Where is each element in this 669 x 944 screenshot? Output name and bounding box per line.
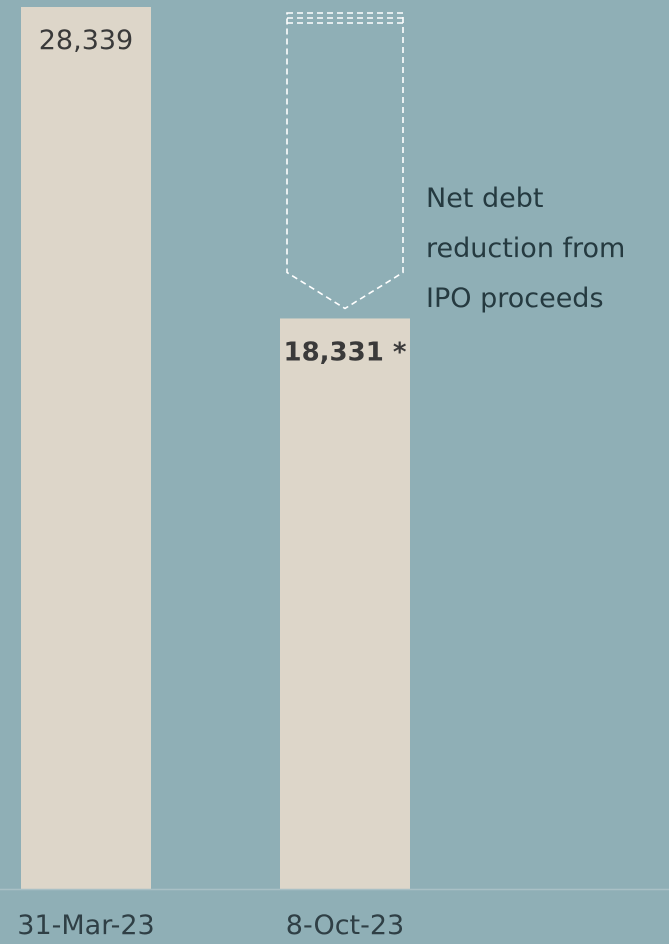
annotation-text: Net debt reduction from IPO proceeds [426,183,625,314]
annotation-line-3: IPO proceeds [426,283,604,314]
annotation-line-1: Net debt [426,183,543,214]
value-label-31-mar-23: 28,339 [39,25,133,56]
value-label-8-oct-23: 18,331 * [284,337,407,367]
category-label-31-mar-23: 31-Mar-23 [17,910,154,941]
category-label-8-oct-23: 8-Oct-23 [286,910,404,941]
annotation-line-2: reduction from [426,233,625,264]
bar-31-mar-23 [21,7,151,889]
bar-8-oct-23 [280,318,410,890]
net-debt-reduction-outline [286,12,404,310]
